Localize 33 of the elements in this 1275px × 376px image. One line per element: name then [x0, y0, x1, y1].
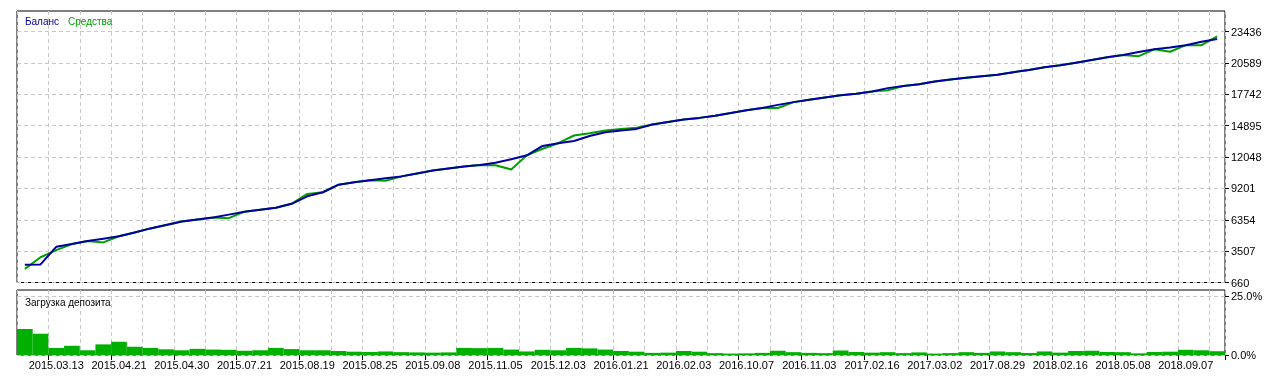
- y-tick-label: 17742: [1231, 88, 1262, 101]
- x-tick-label: 2015.09.08: [405, 358, 461, 371]
- x-tick-label: 2017.08.29: [969, 358, 1026, 371]
- text: Средства: [68, 15, 113, 27]
- y-tick-label: 12048: [1231, 151, 1262, 164]
- y-tick-label: 20589: [1231, 56, 1262, 69]
- y-tick-label: 25.0%: [1231, 289, 1263, 302]
- x-tick-label: 2015.04.30: [154, 358, 210, 371]
- x-tick-label: 2016.02.03: [656, 358, 712, 371]
- y-tick-label: 14895: [1231, 119, 1262, 132]
- x-tick-label: 2015.08.19: [279, 358, 335, 371]
- x-tick-label: 2017.03.02: [907, 358, 963, 371]
- x-tick-label: 2018.05.08: [1095, 358, 1151, 371]
- x-tick-label: 2016.10.07: [718, 358, 775, 371]
- text: Баланс: [25, 15, 60, 27]
- y-tick-label: 23436: [1231, 25, 1262, 38]
- y-tick-label: 0.0%: [1231, 349, 1257, 361]
- x-tick-label: 2015.08.25: [342, 358, 398, 371]
- y-tick-label: 3507: [1231, 245, 1256, 258]
- y-tick-label: 9201: [1231, 182, 1256, 195]
- x-tick-label: 2015.07.21: [216, 358, 273, 371]
- x-tick-label: 2015.03.13: [28, 358, 84, 371]
- x-tick-label: 2016.11.03: [782, 358, 837, 371]
- x-tick-label: 2018.09.07: [1158, 358, 1214, 371]
- x-tick-label: 2017.02.16: [844, 358, 900, 371]
- text: Загрузка депозита: [25, 296, 112, 308]
- x-tick-label: 2015.04.21: [91, 358, 147, 371]
- x-tick-label: 2015.11.05: [468, 358, 523, 371]
- x-tick-label: 2018.02.16: [1032, 358, 1088, 371]
- x-tick-label: 2016.01.21: [593, 358, 649, 371]
- y-tick-label: 6354: [1231, 213, 1256, 226]
- y-tick-label: 660: [1231, 276, 1250, 289]
- x-tick-label: 2015.12.03: [530, 358, 586, 371]
